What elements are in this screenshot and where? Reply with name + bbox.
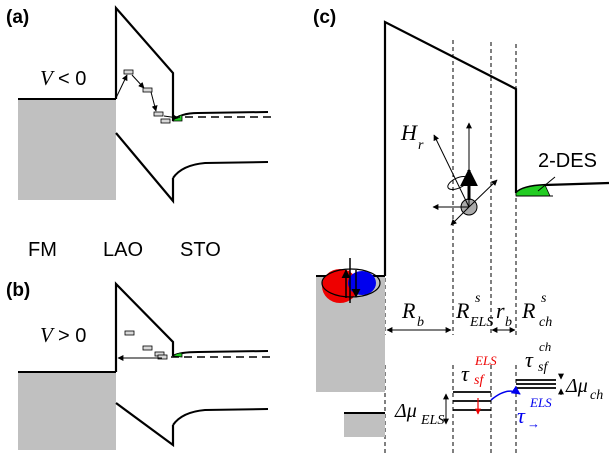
rch-sup: s: [541, 291, 547, 306]
rch-sub: ch: [539, 315, 552, 330]
des-label: 2-DES: [538, 150, 597, 172]
dmu-els-label: Δμ: [394, 400, 417, 422]
dmu-ch-sub: ch: [590, 388, 603, 403]
tau-els-sub: sf: [474, 373, 485, 388]
sto-valence-band-b: [172, 408, 269, 426]
spin-precession: [432, 122, 498, 226]
rsmall-label: r: [496, 298, 505, 323]
layer-label-sto: STO: [180, 239, 221, 261]
rels-label: R: [455, 298, 470, 323]
rch-label: R: [521, 298, 536, 323]
tau-inj-label: τ: [517, 403, 526, 428]
panel-b-label: (b): [6, 280, 30, 301]
des-pointer: [537, 176, 556, 192]
bias-var-a: V: [40, 66, 55, 90]
spin-injection-arrow: [490, 385, 521, 401]
panel-a-label: (a): [6, 7, 29, 28]
tau-inj-sup: ELS: [529, 395, 552, 410]
sto-valence-band: [172, 161, 269, 179]
bias-var-b: V: [40, 323, 55, 347]
fm-spin-sphere: [321, 258, 381, 303]
ch-levels: [516, 379, 556, 389]
electron-gas-b: [172, 352, 183, 358]
rb-sub: b: [417, 315, 424, 330]
dmu-els-sub: ELS: [420, 413, 444, 428]
bias-rel-a: < 0: [58, 68, 86, 90]
dmu-ch-label: Δμ: [565, 375, 588, 397]
tau-ch-label: τ: [525, 347, 534, 372]
rb-label: R: [401, 298, 416, 323]
hopping-arrows-a: [115, 74, 179, 121]
lao-conduction-band-b: [114, 281, 175, 372]
rsmall-sub: b: [505, 315, 512, 330]
tau-els-sup: ELS: [474, 353, 497, 368]
fm-block-bottom: [344, 413, 385, 437]
region-separators: [384, 40, 517, 455]
barrier-profile-c: [383, 20, 518, 276]
fm-metal-block: [18, 99, 116, 200]
panel-c-label: (c): [313, 7, 336, 28]
defect-states-a: [123, 69, 171, 124]
fm-metal-block-b: [18, 372, 116, 450]
lao-conduction-band: [114, 5, 175, 121]
rels-sup: s: [475, 291, 481, 306]
tau-inj-sub: →: [527, 416, 540, 431]
bias-rel-b: > 0: [58, 325, 86, 347]
lao-valence-band-b: [115, 402, 175, 448]
panel-a: (a) V < 0: [6, 5, 272, 205]
layer-label-fm: FM: [28, 239, 57, 261]
defect-states-b: [124, 330, 168, 360]
tau-els-label: τ: [461, 361, 470, 386]
panel-c: (c) 2-DES: [313, 7, 609, 455]
layer-label-lao: LAO: [103, 239, 143, 261]
rels-sub: ELS: [469, 315, 493, 330]
panel-b: (b) V > 0: [6, 280, 272, 450]
tau-ch-sup: ch: [539, 339, 551, 354]
els-levels: [453, 391, 491, 411]
tau-ch-sub: sf: [538, 360, 549, 375]
electron-gas-c: [515, 184, 551, 197]
lao-valence-band: [115, 132, 175, 205]
sto-conduction-band-b: [172, 350, 269, 357]
h-field-sub: r: [418, 138, 424, 153]
h-field-label: H: [400, 120, 418, 145]
